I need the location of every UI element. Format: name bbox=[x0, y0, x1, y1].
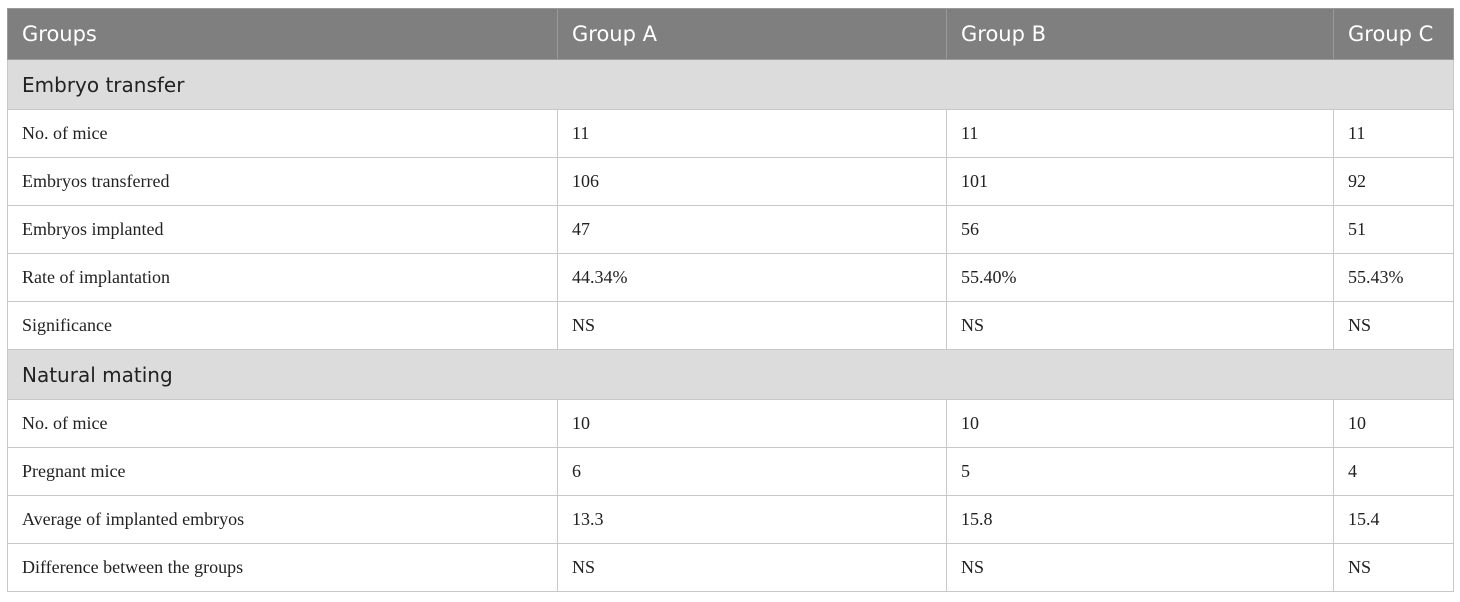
row-label: Average of implanted embryos bbox=[7, 495, 558, 544]
cell-group-b: 15.8 bbox=[946, 495, 1334, 544]
cell-group-b: 55.40% bbox=[946, 253, 1334, 302]
row-label: Rate of implantation bbox=[7, 253, 558, 302]
header-groups: Groups bbox=[7, 8, 558, 60]
cell-group-c: 10 bbox=[1333, 399, 1454, 448]
table-row: Embryos transferred 106 101 92 bbox=[7, 157, 1454, 206]
cell-group-b: NS bbox=[946, 301, 1334, 350]
cell-group-b: 101 bbox=[946, 157, 1334, 206]
table-row: Significance NS NS NS bbox=[7, 301, 1454, 350]
row-label: Embryos transferred bbox=[7, 157, 558, 206]
cell-group-a: 6 bbox=[557, 447, 947, 496]
section-title: Natural mating bbox=[7, 349, 1454, 400]
table-body: Embryo transfer No. of mice 11 11 11 Emb… bbox=[7, 59, 1454, 592]
cell-group-a: 106 bbox=[557, 157, 947, 206]
row-label: No. of mice bbox=[7, 399, 558, 448]
cell-group-c: 15.4 bbox=[1333, 495, 1454, 544]
cell-group-a: 47 bbox=[557, 205, 947, 254]
cell-group-b: 56 bbox=[946, 205, 1334, 254]
table-row: No. of mice 10 10 10 bbox=[7, 399, 1454, 448]
row-label: No. of mice bbox=[7, 109, 558, 158]
cell-group-c: NS bbox=[1333, 543, 1454, 592]
header-row: Groups Group A Group B Group C bbox=[7, 8, 1454, 60]
section-row-natural-mating: Natural mating bbox=[7, 349, 1454, 400]
table-header: Groups Group A Group B Group C bbox=[7, 8, 1454, 60]
cell-group-a: 13.3 bbox=[557, 495, 947, 544]
row-label: Pregnant mice bbox=[7, 447, 558, 496]
row-label: Significance bbox=[7, 301, 558, 350]
table-row: Average of implanted embryos 13.3 15.8 1… bbox=[7, 495, 1454, 544]
cell-group-b: 11 bbox=[946, 109, 1334, 158]
cell-group-b: NS bbox=[946, 543, 1334, 592]
cell-group-a: 44.34% bbox=[557, 253, 947, 302]
cell-group-c: 11 bbox=[1333, 109, 1454, 158]
table-row: Difference between the groups NS NS NS bbox=[7, 543, 1454, 592]
results-table: Groups Group A Group B Group C Embryo tr… bbox=[7, 8, 1454, 592]
cell-group-c: 55.43% bbox=[1333, 253, 1454, 302]
cell-group-a: NS bbox=[557, 301, 947, 350]
cell-group-b: 5 bbox=[946, 447, 1334, 496]
section-row-embryo-transfer: Embryo transfer bbox=[7, 59, 1454, 110]
cell-group-a: 11 bbox=[557, 109, 947, 158]
cell-group-a: NS bbox=[557, 543, 947, 592]
cell-group-c: 92 bbox=[1333, 157, 1454, 206]
cell-group-c: NS bbox=[1333, 301, 1454, 350]
cell-group-a: 10 bbox=[557, 399, 947, 448]
table-row: Pregnant mice 6 5 4 bbox=[7, 447, 1454, 496]
table-row: Embryos implanted 47 56 51 bbox=[7, 205, 1454, 254]
table-row: Rate of implantation 44.34% 55.40% 55.43… bbox=[7, 253, 1454, 302]
cell-group-b: 10 bbox=[946, 399, 1334, 448]
row-label: Difference between the groups bbox=[7, 543, 558, 592]
cell-group-c: 4 bbox=[1333, 447, 1454, 496]
header-group-a: Group A bbox=[557, 8, 947, 60]
section-title: Embryo transfer bbox=[7, 59, 1454, 110]
table-row: No. of mice 11 11 11 bbox=[7, 109, 1454, 158]
header-group-c: Group C bbox=[1333, 8, 1454, 60]
cell-group-c: 51 bbox=[1333, 205, 1454, 254]
row-label: Embryos implanted bbox=[7, 205, 558, 254]
header-group-b: Group B bbox=[946, 8, 1334, 60]
